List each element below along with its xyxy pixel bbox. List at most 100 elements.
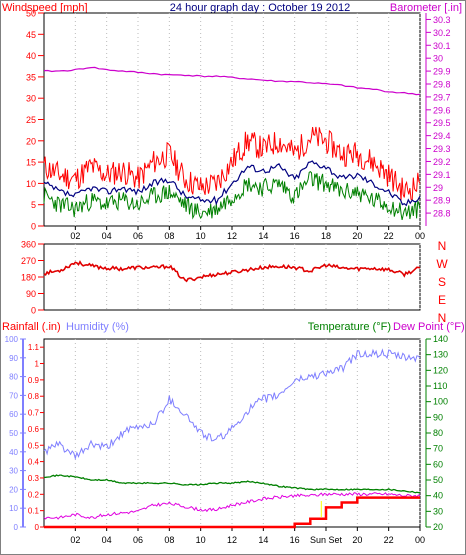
barometer-y-tick-label: 30 [433,54,443,64]
humidity-axis-label: Humidity (%) [66,321,129,333]
rainfall-y-tick-label: 0.2 [28,490,40,499]
rainfall-y-ticks: 0 0.1 0.2 0.3 0.4 0.5 0.6 0.7 0.8 0.9 1 1.1 [28,343,44,532]
humidity-y-tick-label: 20 [9,485,18,494]
humidity-line [43,348,421,461]
wind-y-tick-label: 25 [26,115,36,125]
compass-letter: S [438,275,446,289]
wind-x-tick-label: 02 [70,231,80,241]
humidity-y-tick-label: 0 [14,523,19,532]
humidity-x-tick-label: 16 [290,535,300,545]
wind-y-tick-label: 40 [26,51,36,61]
wind-y-tick-label: 10 [26,179,36,189]
dewpoint-line [43,492,421,520]
wind-average-line [43,170,421,221]
barometer-y-tick-label: 29.5 [433,118,451,128]
humidity-temp-series [43,348,421,529]
wind-x-tick-label: 16 [290,231,300,241]
wind-x-tick-label: 04 [102,231,112,241]
sunset-label: Sun Set [310,535,343,545]
wind-y-tick-label: 20 [26,136,36,146]
humidity-y-tick-label: 30 [9,467,18,476]
rainfall-y-tick-label: 0.8 [28,392,40,401]
humidity-x-tick-label: 12 [227,535,237,545]
humidity-y-tick-label: 100 [5,335,19,344]
temperature-y-tick-label: 40 [433,491,443,501]
barometer-y-tick-label: 30.3 [433,15,451,25]
temperature-y-tick-label: 80 [433,428,443,438]
wind-y-tick-label: 5 [31,200,36,210]
humidity-x-tick-label: 20 [352,535,362,545]
direction-y-ticks: 0 90 180 270 360 [21,240,44,316]
wind-direction-line [43,260,421,283]
direction-y-tick-label: 180 [21,273,36,283]
temperature-y-tick-label: 140 [433,334,448,344]
temperature-y-tick-label: 20 [433,522,443,532]
humidity-y-ticks: 0 10 20 30 40 50 60 70 80 90 100 [5,335,26,532]
barometer-y-tick-label: 29.4 [433,131,451,141]
wind-y-tick-label: 35 [26,72,36,82]
humidity-y-tick-label: 40 [9,448,18,457]
rainfall-axis-label: Rainfall (.in) [2,321,61,333]
temperature-y-tick-label: 90 [433,412,443,422]
barometer-y-tick-label: 29.6 [433,105,451,115]
barometer-y-tick-label: 28.9 [433,196,451,206]
wind-y-tick-label: 15 [26,158,36,168]
humidity-x-tick-label: 08 [164,535,174,545]
direction-y-tick-label: 270 [21,256,36,266]
humidity-x-tick-label: 02 [70,535,80,545]
barometer-y-tick-label: 30.2 [433,28,451,38]
wind-x-tick-label: 00 [415,231,425,241]
barometer-axis-label: Barometer [.in] [390,2,462,14]
wind-series [43,66,421,221]
temperature-y-tick-label: 120 [433,365,448,375]
humidity-x-tick-label: 14 [258,535,268,545]
direction-series [43,260,421,283]
windspeed-axis-label: Windspeed [mph] [2,2,88,14]
direction-y-tick-label: 0 [31,306,36,316]
humidity-x-tick-label: 04 [102,535,112,545]
temperature-y-tick-label: 70 [433,444,443,454]
humidity-y-tick-label: 70 [9,391,18,400]
temperature-y-tick-label: 60 [433,459,443,469]
humidity-y-tick-label: 90 [9,354,18,363]
wind-y-tick-label: 45 [26,30,36,40]
humidity-y-tick-label: 50 [9,429,18,438]
wind-x-tick-label: 06 [133,231,143,241]
wind-x-tick-label: 12 [227,231,237,241]
temperature-y-tick-label: 50 [433,475,443,485]
humidity-x-tick-label: 10 [196,535,206,545]
rainfall-y-tick-label: 1.1 [28,343,40,352]
dewpoint-axis-label: Dew Point (°F) [393,321,465,333]
temperature-line [43,474,421,494]
wind-speed-line [43,160,421,207]
humidity-x-tick-label: 22 [384,535,394,545]
rainfall-y-tick-label: 0.7 [28,409,40,418]
barometer-y-tick-label: 29.9 [433,67,451,77]
rainfall-y-tick-label: 0.6 [28,425,40,434]
rainfall-line [44,496,420,529]
barometer-y-tick-label: 29.8 [433,80,451,90]
humidity-temp-rain-panel: Rainfall (.in) Humidity (%) Temperature … [2,321,465,545]
barometer-y-tick-label: 29.1 [433,170,451,180]
rainfall-y-tick-label: 0.5 [28,441,40,450]
temperature-y-tick-label: 100 [433,397,448,407]
barometer-y-ticks: 28.8 28.9 29 29.1 29.2 29.3 29.4 29.5 29.6 29.7 29… [426,15,451,219]
wind-x-tick-label: 10 [196,231,206,241]
barometer-y-tick-label: 29 [433,183,443,193]
temperature-axis-label: Temperature (°F) [308,321,391,333]
barometer-y-tick-label: 29.2 [433,157,451,167]
rainfall-y-tick-label: 0.4 [28,458,40,467]
humidity-x-tick-label: 06 [133,535,143,545]
wind-y-tick-label: 50 [26,9,36,19]
wind-x-tick-label: 08 [164,231,174,241]
temperature-y-tick-label: 110 [433,381,447,391]
barometer-y-tick-label: 29.3 [433,144,451,154]
wind-x-tick-label: 14 [258,231,268,241]
humidity-x-tick-label: 00 [415,535,425,545]
compass-letter: W [436,257,448,271]
direction-y-tick-label: 90 [26,289,36,299]
humidity-y-tick-label: 60 [9,410,18,419]
humidity-x-ticks: 02 04 06 08 10 12 14 16 20 22 00 Sun Set [70,527,425,545]
